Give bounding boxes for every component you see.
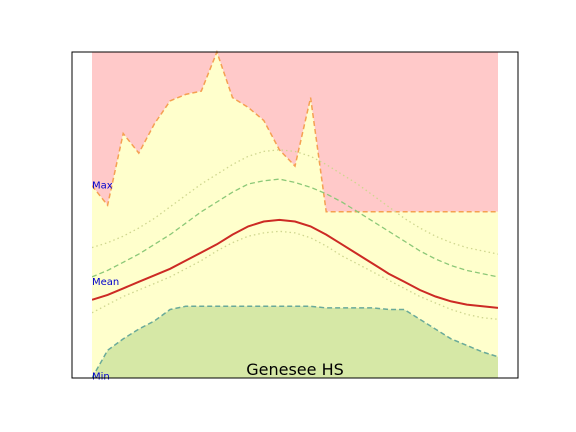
plot-left-margin	[72, 52, 92, 378]
below-min-area	[92, 306, 498, 378]
series-line-upper-inner	[91, 178, 499, 278]
chart-title: Genesee HS	[246, 360, 344, 379]
mean-label: Mean	[92, 277, 119, 288]
max-label: Max	[92, 181, 113, 192]
series-line-max	[91, 49, 498, 213]
above-max-area	[92, 52, 498, 212]
axes-frame	[71, 51, 519, 379]
series-line-mean	[91, 218, 499, 309]
plot-layer	[72, 49, 518, 379]
series-line-min	[91, 305, 499, 379]
plot-right-margin	[498, 52, 518, 378]
series-line-lower-outer	[91, 230, 499, 320]
series-line-upper-outer	[91, 149, 499, 255]
normal-band-area	[92, 52, 498, 378]
min-label: Min	[92, 371, 110, 382]
